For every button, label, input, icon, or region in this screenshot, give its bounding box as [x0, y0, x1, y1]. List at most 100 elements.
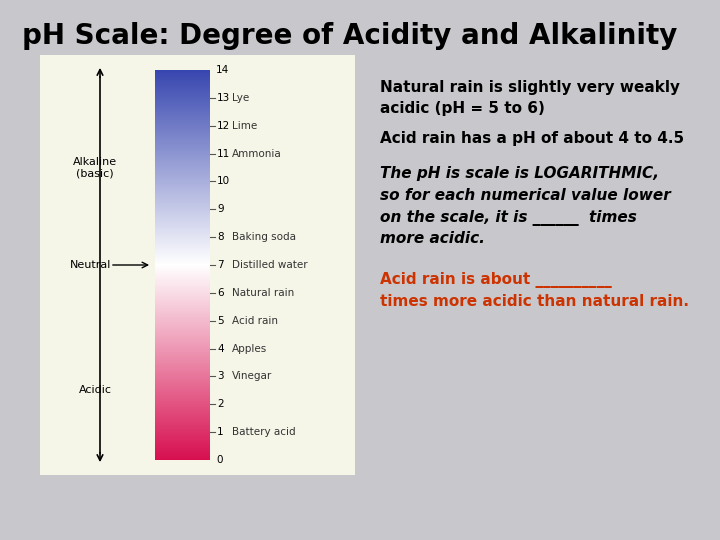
Bar [155, 214, 210, 215]
Bar [155, 422, 210, 423]
Bar [155, 121, 210, 122]
Bar [155, 378, 210, 379]
Bar [155, 116, 210, 117]
Bar [155, 177, 210, 178]
Bar [155, 389, 210, 390]
Text: Battery acid: Battery acid [232, 427, 296, 437]
Bar [155, 414, 210, 415]
Bar [155, 406, 210, 407]
Bar [155, 234, 210, 235]
Bar [155, 261, 210, 262]
Bar [155, 190, 210, 191]
Bar [155, 231, 210, 232]
Bar [155, 261, 210, 262]
Bar [155, 229, 210, 230]
Bar [155, 368, 210, 369]
Bar [155, 330, 210, 332]
Bar [155, 265, 210, 266]
Bar [155, 211, 210, 212]
Bar [155, 412, 210, 413]
Bar [155, 294, 210, 295]
Bar [155, 389, 210, 390]
Bar [155, 180, 210, 181]
Bar [40, 55, 355, 475]
Bar [155, 443, 210, 444]
Bar [155, 208, 210, 209]
Bar [155, 334, 210, 335]
Bar [155, 187, 210, 188]
Bar [155, 113, 210, 114]
Bar [155, 381, 210, 382]
Bar [155, 434, 210, 435]
Bar [155, 92, 210, 93]
Bar [155, 456, 210, 457]
Text: 3: 3 [217, 372, 224, 381]
Bar [155, 413, 210, 414]
Bar [155, 326, 210, 327]
Bar [155, 441, 210, 442]
Bar [155, 184, 210, 185]
Bar [155, 322, 210, 323]
Bar [155, 100, 210, 101]
Bar [155, 205, 210, 206]
Text: Acid rain has a pH of about 4 to 4.5: Acid rain has a pH of about 4 to 4.5 [380, 131, 684, 146]
Bar [155, 93, 210, 94]
Bar [155, 454, 210, 455]
Bar [155, 172, 210, 173]
Text: Baking soda: Baking soda [232, 232, 296, 242]
Bar [155, 448, 210, 449]
Bar [155, 143, 210, 144]
Bar [155, 110, 210, 111]
Bar [155, 212, 210, 213]
Bar [155, 320, 210, 321]
Bar [155, 395, 210, 396]
Bar [155, 232, 210, 233]
Bar [155, 333, 210, 334]
Bar [155, 345, 210, 346]
Bar [155, 287, 210, 288]
Bar [155, 204, 210, 205]
Bar [155, 299, 210, 300]
Bar [155, 158, 210, 159]
Bar [155, 218, 210, 219]
Text: 8: 8 [217, 232, 224, 242]
Bar [155, 87, 210, 89]
Bar [155, 401, 210, 402]
Bar [155, 278, 210, 279]
Bar [155, 72, 210, 73]
Bar [155, 328, 210, 329]
Bar [155, 114, 210, 116]
Bar [155, 329, 210, 330]
Bar [155, 437, 210, 438]
Bar [155, 423, 210, 424]
Bar [155, 331, 210, 332]
Bar [155, 263, 210, 264]
Bar [155, 352, 210, 353]
Bar [155, 325, 210, 326]
Bar [155, 409, 210, 410]
Bar [155, 274, 210, 275]
Bar [155, 135, 210, 136]
Bar [155, 77, 210, 78]
Bar [155, 300, 210, 301]
Bar [155, 374, 210, 375]
Bar [155, 322, 210, 323]
Bar [155, 159, 210, 160]
Bar [155, 424, 210, 425]
Bar [155, 393, 210, 394]
Text: 11: 11 [217, 148, 230, 159]
Text: 2: 2 [217, 399, 224, 409]
Bar [155, 451, 210, 452]
Bar [155, 337, 210, 338]
Bar [155, 268, 210, 269]
Bar [155, 316, 210, 318]
Bar [155, 234, 210, 235]
Bar [155, 146, 210, 147]
Bar [155, 252, 210, 253]
Bar [155, 166, 210, 167]
Bar [155, 222, 210, 223]
Bar [155, 85, 210, 86]
Text: Acidic: Acidic [78, 386, 112, 395]
Bar [155, 355, 210, 356]
Bar [155, 80, 210, 81]
